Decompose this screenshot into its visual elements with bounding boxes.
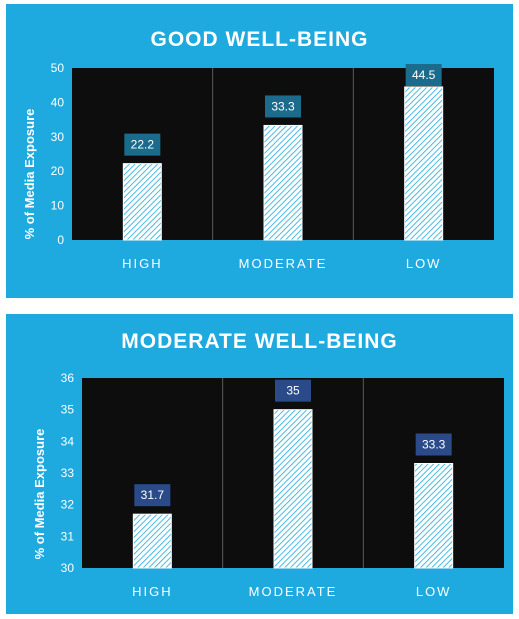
data-label: 44.5 <box>412 68 436 82</box>
x-tick-label: MODERATE <box>249 584 338 599</box>
data-label-box <box>124 133 161 156</box>
chart-panel-good-well-being: GOOD WELL-BEING 0 10 20 30 40 50 % of Media Ex… <box>6 4 513 298</box>
x-tick-label: HIGH <box>132 584 173 599</box>
y-axis-label: % of Media Exposure <box>22 109 37 240</box>
y-tick-label: 31 <box>61 529 75 543</box>
y-tick-label: 30 <box>61 561 75 575</box>
bar-chart-moderate-well-being: 30 31 32 33 34 35 36 % of Media Exposure 31.7 HIG… <box>32 371 504 599</box>
x-tick-label: LOW <box>406 256 442 271</box>
data-label-box <box>415 433 452 456</box>
y-tick-label: 40 <box>51 95 65 109</box>
y-tick-label: 36 <box>61 371 75 385</box>
bar-moderate <box>263 124 303 241</box>
y-tick-label: 50 <box>51 61 65 75</box>
y-tick-label: 32 <box>61 498 75 512</box>
chart-title: GOOD WELL-BEING <box>150 28 369 51</box>
bar-moderate <box>273 409 313 569</box>
y-tick-label: 33 <box>61 466 75 480</box>
data-label-box <box>265 95 301 118</box>
bar-low <box>414 463 454 569</box>
y-tick-label: 30 <box>51 130 65 144</box>
y-tick-label: 35 <box>61 403 75 417</box>
chart-title: MODERATE WELL-BEING <box>121 330 398 353</box>
bar-chart-good-well-being: 0 10 20 30 40 50 % of Media Exposure 22.2 HIGH 33… <box>22 61 494 271</box>
data-label: 33.3 <box>271 99 295 113</box>
data-label-box <box>405 64 442 86</box>
x-tick-label: MODERATE <box>239 256 328 271</box>
x-tick-label: HIGH <box>122 256 163 271</box>
data-label-box <box>275 379 311 402</box>
x-tick-label: LOW <box>416 584 452 599</box>
y-tick-label: 20 <box>51 164 65 178</box>
bar-high <box>132 513 172 569</box>
data-label: 31.7 <box>141 488 165 502</box>
chart-panel-moderate-well-being: MODERATE WELL-BEING 30 31 32 33 34 35 36 % of M… <box>6 314 513 614</box>
data-label: 33.3 <box>422 438 446 452</box>
y-tick-label: 34 <box>61 434 75 448</box>
data-label-box <box>134 484 171 507</box>
y-axis-label: % of Media Exposure <box>32 429 47 560</box>
data-label: 22.2 <box>131 138 155 152</box>
bar-low <box>404 86 444 241</box>
y-tick-label: 0 <box>57 233 64 247</box>
bar-high <box>122 163 162 241</box>
data-label: 35 <box>286 384 300 398</box>
y-tick-label: 10 <box>51 199 65 213</box>
